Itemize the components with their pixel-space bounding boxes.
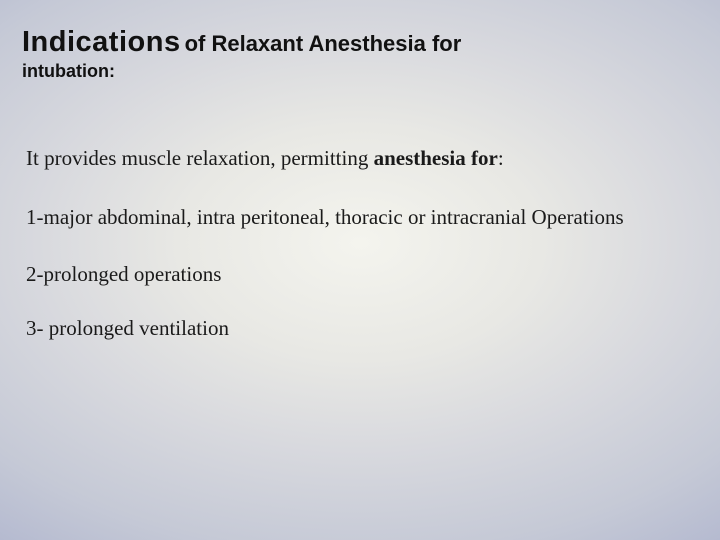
title-sub1: of Relaxant Anesthesia for	[185, 31, 462, 56]
title-main: Indications	[22, 26, 181, 58]
intro-tail: :	[498, 146, 504, 170]
slide-body: It provides muscle relaxation, permittin…	[22, 146, 684, 345]
list-item: 2-prolonged operations	[26, 258, 684, 291]
intro-bold: anesthesia for	[374, 146, 498, 170]
slide-title-block: Indications of Relaxant Anesthesia for i…	[22, 26, 684, 82]
title-sub2: intubation:	[22, 61, 684, 82]
intro-line: It provides muscle relaxation, permittin…	[26, 146, 684, 171]
slide: Indications of Relaxant Anesthesia for i…	[0, 0, 720, 540]
list-item: 3- prolonged ventilation	[26, 312, 684, 345]
intro-plain: It provides muscle relaxation, permittin…	[26, 146, 374, 170]
list-item: 1-major abdominal, intra peritoneal, tho…	[26, 201, 684, 234]
